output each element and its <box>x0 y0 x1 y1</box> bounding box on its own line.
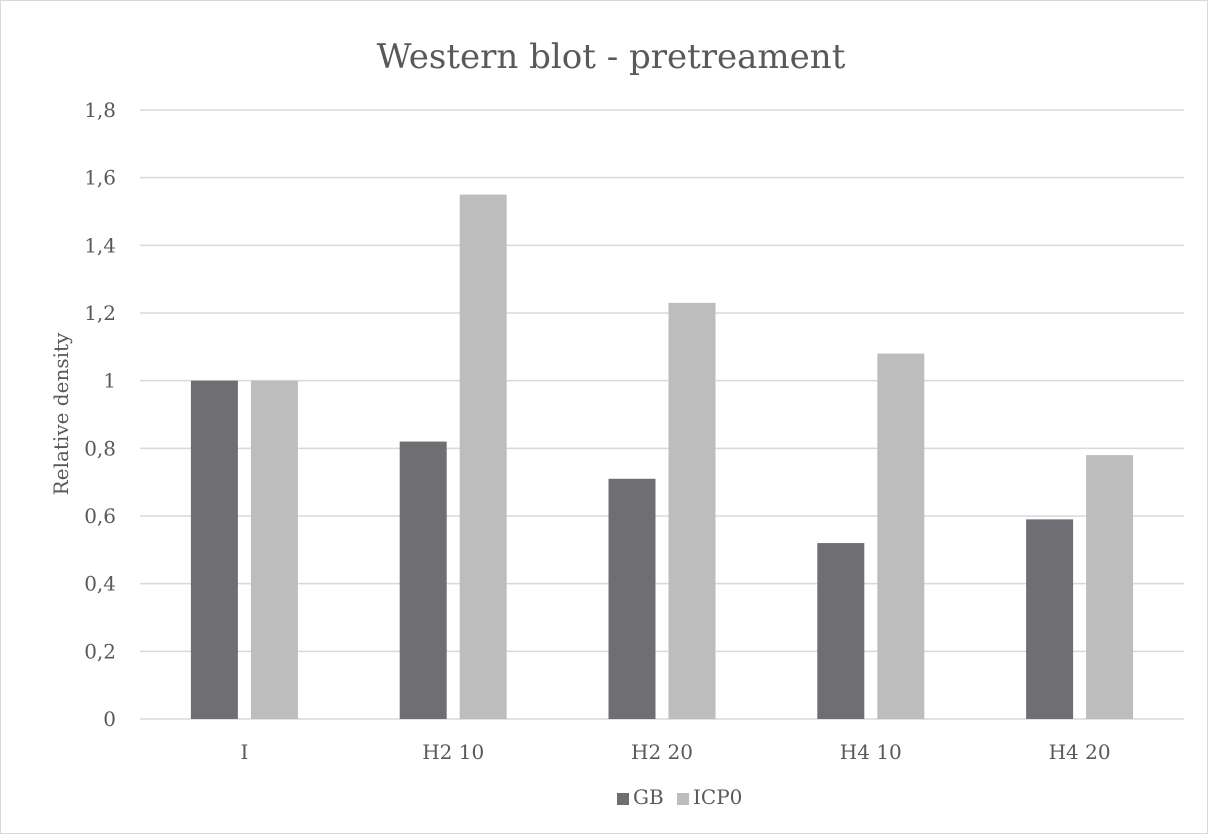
y-tick-label: 0 <box>103 707 116 731</box>
legend-swatch-gb <box>617 793 629 805</box>
bar-icp0-h2-20 <box>668 302 716 719</box>
legend-swatch-icp0 <box>677 793 689 805</box>
y-tick-label: 1,4 <box>84 233 116 257</box>
bar-icp0-h4-10 <box>877 353 925 719</box>
bar-icp0-h2-10 <box>459 194 507 720</box>
y-tick-label: 1,8 <box>84 98 116 122</box>
x-tick-label: H2 20 <box>631 740 693 764</box>
y-tick-label: 0,4 <box>84 572 116 596</box>
bars <box>190 194 1134 720</box>
bar-gb-h4-20 <box>1026 519 1074 719</box>
bar-gb-h2-10 <box>399 441 447 719</box>
y-tick-label: 0,6 <box>84 504 116 528</box>
x-axis-ticks: I H2 10 H2 20 H4 10 H4 20 <box>240 740 1110 764</box>
legend: GB ICP0 <box>617 785 742 809</box>
bar-gb-i <box>190 380 238 719</box>
legend-label-gb: GB <box>633 785 664 809</box>
x-tick-label: I <box>240 740 248 764</box>
y-tick-label: 0,8 <box>84 436 116 460</box>
legend-label-icp0: ICP0 <box>693 785 742 809</box>
y-tick-label: 1,2 <box>84 301 116 325</box>
gridlines <box>140 109 1184 720</box>
bar-gb-h4-10 <box>817 543 865 719</box>
y-tick-label: 0,2 <box>84 639 116 663</box>
bar-icp0-h4-20 <box>1086 455 1134 719</box>
x-tick-label: H2 10 <box>422 740 484 764</box>
bar-icp0-i <box>250 380 298 719</box>
chart-title: Western blot - pretreament <box>377 37 846 77</box>
y-axis-title: Relative density <box>49 332 73 495</box>
bar-gb-h2-20 <box>608 478 656 719</box>
y-tick-label: 1,6 <box>84 166 116 190</box>
y-axis-ticks: 0 0,2 0,4 0,6 0,8 1 1,2 1,4 1,6 1,8 <box>84 98 116 731</box>
x-tick-label: H4 20 <box>1049 740 1111 764</box>
y-tick-label: 1 <box>103 369 116 393</box>
x-tick-label: H4 10 <box>840 740 902 764</box>
